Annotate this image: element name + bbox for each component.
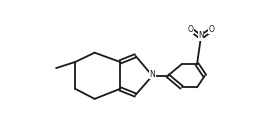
Text: N: N [198, 31, 204, 40]
Text: O: O [209, 25, 215, 34]
Text: O: O [188, 25, 194, 34]
Text: N: N [149, 70, 155, 79]
